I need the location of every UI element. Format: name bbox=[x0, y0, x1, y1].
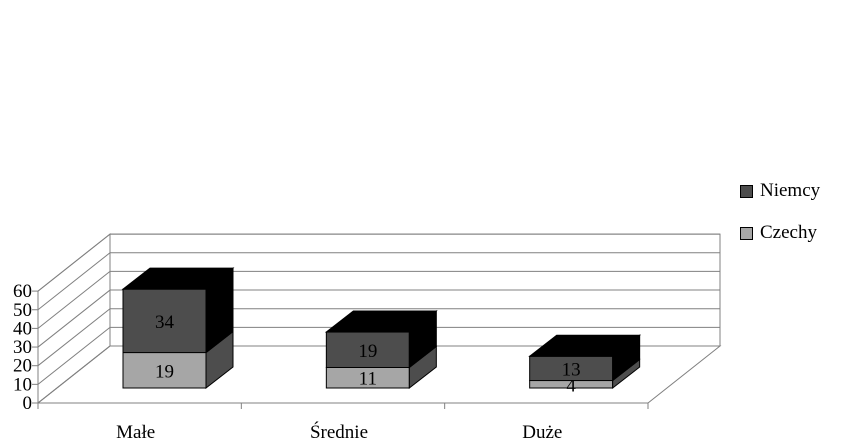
data-label: 19 bbox=[358, 341, 377, 362]
data-label: 34 bbox=[155, 312, 175, 333]
gridline bbox=[37, 308, 720, 367]
data-label: 4 bbox=[566, 375, 576, 396]
gridline bbox=[37, 252, 720, 311]
y-tick-label: 0 bbox=[23, 393, 33, 414]
gridline bbox=[37, 326, 720, 385]
bar-top bbox=[324, 310, 438, 333]
gridline bbox=[37, 270, 720, 329]
legend-item-czechy: Czechy bbox=[740, 220, 844, 246]
legend: Niemcy Czechy bbox=[740, 178, 844, 262]
x-axis: Małe Średnie Duże bbox=[37, 402, 649, 442]
data-label: 19 bbox=[155, 361, 174, 382]
y-tick-label: 20 bbox=[13, 356, 32, 377]
data-label: 13 bbox=[562, 359, 581, 380]
y-tick-label: 10 bbox=[13, 374, 32, 395]
legend-item-niemcy: Niemcy bbox=[740, 178, 844, 204]
gridline bbox=[37, 233, 720, 292]
y-tick-label: 30 bbox=[13, 337, 32, 358]
y-tick-label: 40 bbox=[13, 318, 32, 339]
bar-segment-niemcy bbox=[122, 288, 207, 354]
bar-top bbox=[121, 267, 235, 290]
x-tick-label: Średnie bbox=[310, 421, 368, 442]
gridline bbox=[37, 289, 720, 348]
legend-swatch-czechy bbox=[740, 226, 753, 240]
data-label: 11 bbox=[359, 369, 377, 390]
x-tick-label: Małe bbox=[116, 422, 155, 442]
x-tick-label: Duże bbox=[522, 422, 562, 442]
legend-label-czechy: Czechy bbox=[760, 222, 817, 243]
bar-top bbox=[528, 334, 642, 357]
bar-segment-niemcy bbox=[529, 355, 614, 382]
y-tick-label: 60 bbox=[13, 281, 32, 302]
bar-segment-czechy bbox=[122, 352, 207, 389]
y-tick-label: 50 bbox=[13, 300, 32, 321]
legend-label-niemcy: Niemcy bbox=[760, 180, 821, 201]
legend-swatch-niemcy bbox=[740, 184, 753, 198]
bars: 19 34 11 19 413 bbox=[121, 267, 642, 396]
